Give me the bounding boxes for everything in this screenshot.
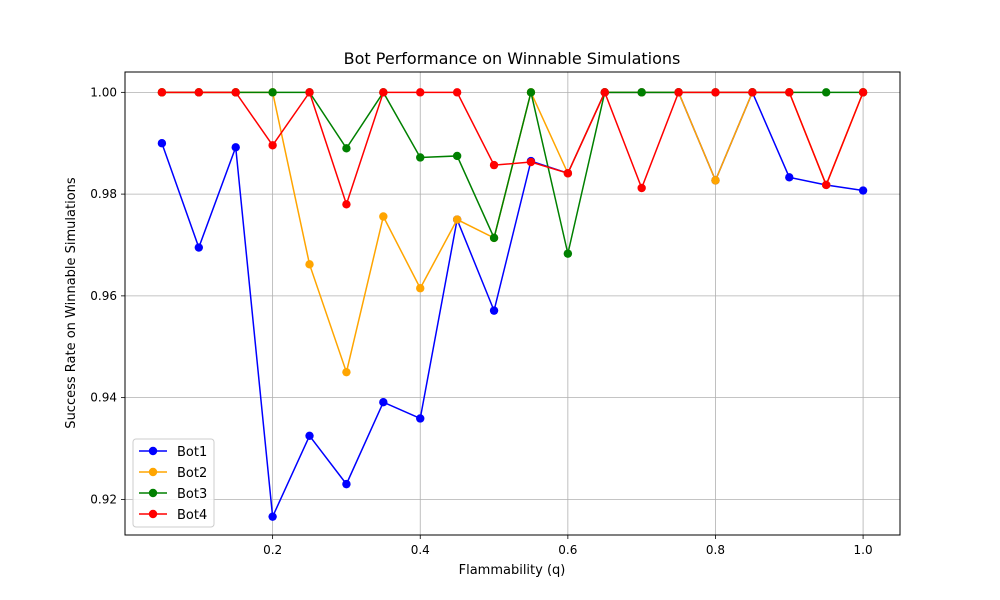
data-point-bot4 <box>563 169 573 178</box>
data-point-bot3 <box>452 151 462 161</box>
y-axis: 0.92 0.94 0.96 0.98 1.00 <box>90 85 125 506</box>
legend-box <box>132 438 215 528</box>
x-tick-label: 0.6 <box>558 543 577 557</box>
y-tick-label: 0.94 <box>90 391 117 405</box>
legend-marker <box>148 488 158 498</box>
data-point-bot2 <box>416 284 425 293</box>
data-point-bot4 <box>489 160 499 170</box>
legend-label: Bot3 <box>177 487 207 502</box>
legend-item-bot4: Bot4 <box>139 508 207 523</box>
data-point-bot4 <box>785 88 794 97</box>
x-tick-label: 1.0 <box>854 543 873 557</box>
legend-label: Bot4 <box>177 508 207 523</box>
data-point-bot4 <box>342 200 351 209</box>
y-tick-label: 1.00 <box>90 85 117 99</box>
data-point-bot3 <box>821 88 831 97</box>
series-line-bot1 <box>161 90 864 520</box>
data-point-bot1 <box>785 173 794 182</box>
x-axis-label: Flammability (q) <box>459 563 566 578</box>
series-line-bot3 <box>161 90 864 254</box>
series-bot4 <box>157 88 868 209</box>
x-tick-label: 0.4 <box>411 543 430 557</box>
legend-marker <box>148 509 158 519</box>
legend-label: Bot1 <box>177 445 207 460</box>
data-point-bot1 <box>858 186 868 195</box>
legend-marker <box>148 446 158 456</box>
data-point-bot1 <box>157 139 167 148</box>
data-point-bot4 <box>157 88 167 97</box>
data-point-bot4 <box>194 88 204 97</box>
data-point-bot4 <box>748 88 757 97</box>
legend-item-bot1: Bot1 <box>139 445 207 460</box>
series-line-bot4 <box>161 90 864 207</box>
legend-marker <box>148 467 158 477</box>
data-point-bot4 <box>268 141 277 150</box>
data-point-bot1 <box>231 143 240 152</box>
y-tick-label: 0.98 <box>90 187 117 201</box>
data-point-bot4 <box>637 183 646 193</box>
data-point-bot4 <box>231 88 240 97</box>
x-tick-label: 0.2 <box>263 543 282 557</box>
data-point-bot1 <box>305 431 314 440</box>
data-point-bot2 <box>379 212 388 221</box>
grid <box>125 72 900 535</box>
series-bot2 <box>157 88 868 377</box>
data-point-bot1 <box>342 479 351 489</box>
data-point-bot3 <box>342 144 351 153</box>
legend-item-bot2: Bot2 <box>139 466 207 481</box>
x-tick-label: 0.8 <box>706 543 725 557</box>
data-point-bot4 <box>821 180 831 190</box>
data-point-bot4 <box>452 88 462 97</box>
legend-label: Bot2 <box>177 466 207 481</box>
chart-title: Bot Performance on Winnable Simulations <box>344 49 681 68</box>
data-point-bot3 <box>637 88 646 97</box>
series-bot1 <box>157 88 868 521</box>
legend-item-bot3: Bot3 <box>139 487 207 502</box>
data-point-bot1 <box>268 512 277 521</box>
data-point-bot1 <box>379 398 388 407</box>
y-axis-label: Success Rate on Winnable Simulations <box>64 177 79 429</box>
series-line-bot2 <box>161 90 864 375</box>
data-point-bot3 <box>416 153 425 162</box>
data-point-bot2 <box>711 176 720 185</box>
data-point-bot2 <box>452 215 462 224</box>
data-point-bot4 <box>711 88 720 97</box>
data-point-bot4 <box>600 88 609 97</box>
y-tick-label: 0.92 <box>90 492 117 506</box>
data-point-bot3 <box>268 88 277 97</box>
data-point-bot2 <box>305 260 314 269</box>
data-point-bot4 <box>526 157 536 167</box>
data-point-bot1 <box>194 243 204 252</box>
data-point-bot2 <box>342 367 351 377</box>
data-point-bot1 <box>416 414 425 423</box>
data-point-bot4 <box>379 88 388 97</box>
data-point-bot4 <box>305 88 314 97</box>
data-point-bot4 <box>858 88 868 97</box>
data-point-bot1 <box>489 306 499 315</box>
data-point-bot3 <box>489 233 499 243</box>
legend: Bot1 Bot2 Bot3 Bot4 <box>132 438 215 528</box>
data-point-bot4 <box>416 88 425 97</box>
data-point-bot4 <box>674 88 683 97</box>
y-tick-label: 0.96 <box>90 289 117 303</box>
data-point-bot3 <box>563 249 573 258</box>
series-area <box>157 88 868 521</box>
plot-frame <box>124 71 901 536</box>
data-point-bot3 <box>526 88 536 97</box>
x-axis: 0.2 0.4 0.6 0.8 1.0 <box>263 535 873 557</box>
